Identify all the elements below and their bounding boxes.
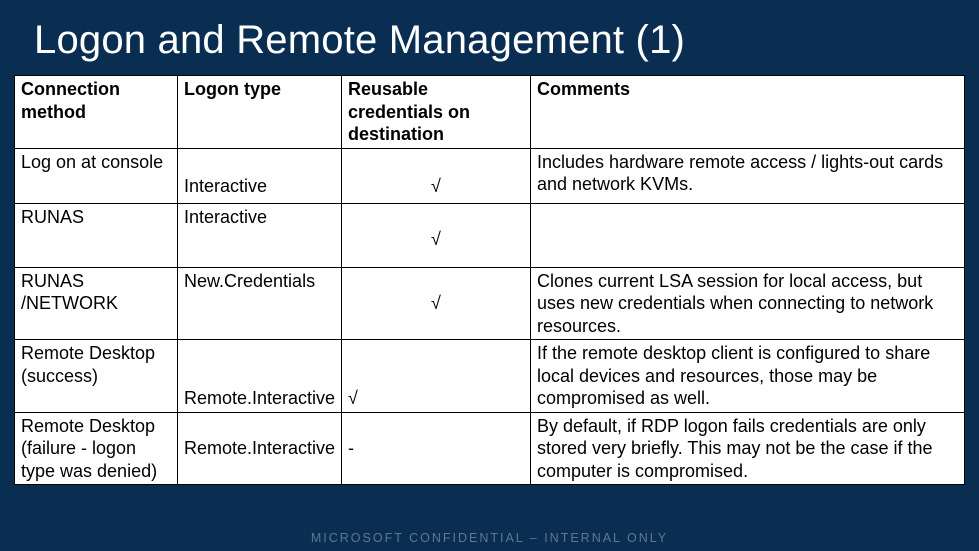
header-reusable: Reusable credentials on destination bbox=[342, 76, 531, 149]
table-row: Remote Desktop (failure - logon type was… bbox=[15, 412, 965, 485]
header-connection-method: Connection method bbox=[15, 76, 178, 149]
cell-method: RUNAS /NETWORK bbox=[15, 267, 178, 340]
table-row: RUNAS Interactive √ bbox=[15, 204, 965, 268]
cell-reusable: √ bbox=[342, 148, 531, 204]
cell-text: √ bbox=[348, 388, 358, 408]
header-comments: Comments bbox=[531, 76, 965, 149]
logon-table: Connection method Logon type Reusable cr… bbox=[14, 75, 965, 485]
table-row: Remote Desktop (success) Remote.Interact… bbox=[15, 340, 965, 413]
cell-comments: By default, if RDP logon fails credentia… bbox=[531, 412, 965, 485]
cell-text: √ bbox=[431, 229, 441, 249]
cell-logon-type: Interactive bbox=[178, 204, 342, 268]
table-header-row: Connection method Logon type Reusable cr… bbox=[15, 76, 965, 149]
table-row: RUNAS /NETWORK New.Credentials √ Clones … bbox=[15, 267, 965, 340]
cell-logon-type: Remote.Interactive bbox=[178, 340, 342, 413]
cell-logon-type: Interactive bbox=[178, 148, 342, 204]
cell-reusable: √ bbox=[342, 204, 531, 268]
cell-text: √ bbox=[431, 176, 441, 196]
cell-logon-type: Remote.Interactive bbox=[178, 412, 342, 485]
slide-title: Logon and Remote Management (1) bbox=[0, 0, 979, 75]
footer-text: MICROSOFT CONFIDENTIAL – INTERNAL ONLY bbox=[0, 531, 979, 545]
cell-method: Log on at console bbox=[15, 148, 178, 204]
cell-reusable: √ bbox=[342, 267, 531, 340]
cell-reusable: √ bbox=[342, 340, 531, 413]
cell-text: Interactive bbox=[184, 176, 267, 196]
cell-method: RUNAS bbox=[15, 204, 178, 268]
cell-method: Remote Desktop (failure - logon type was… bbox=[15, 412, 178, 485]
cell-comments: If the remote desktop client is configur… bbox=[531, 340, 965, 413]
cell-comments bbox=[531, 204, 965, 268]
cell-text: Log on at console bbox=[21, 152, 163, 172]
cell-text: Remote.Interactive bbox=[184, 388, 335, 408]
cell-reusable: - bbox=[342, 412, 531, 485]
cell-comments: Includes hardware remote access / lights… bbox=[531, 148, 965, 204]
cell-comments: Clones current LSA session for local acc… bbox=[531, 267, 965, 340]
table-container: Connection method Logon type Reusable cr… bbox=[14, 75, 965, 485]
cell-logon-type: New.Credentials bbox=[178, 267, 342, 340]
cell-method: Remote Desktop (success) bbox=[15, 340, 178, 413]
slide: Logon and Remote Management (1) Connecti… bbox=[0, 0, 979, 551]
table-row: Log on at console Interactive √ Includes… bbox=[15, 148, 965, 204]
header-logon-type: Logon type bbox=[178, 76, 342, 149]
